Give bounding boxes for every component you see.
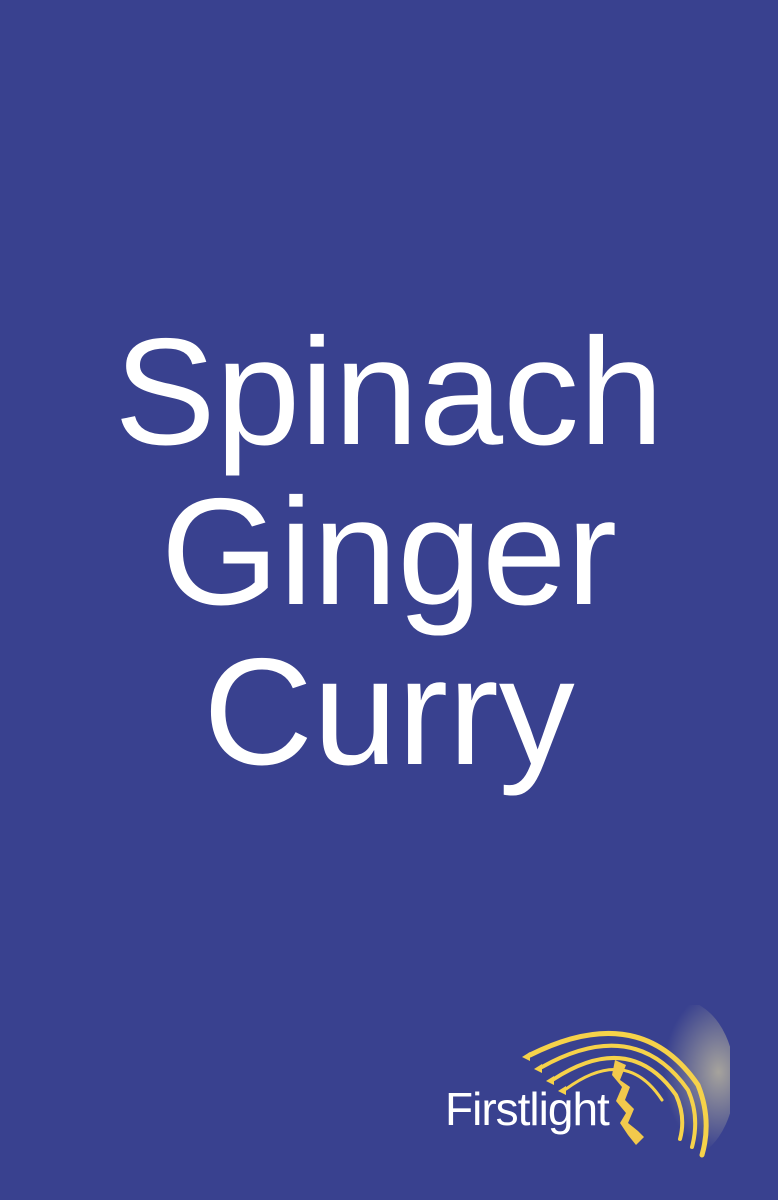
firstlight-logo: Firstlight xyxy=(430,1005,730,1165)
title-line-3: Curry xyxy=(203,627,575,797)
comet-swoosh-icon xyxy=(522,1005,730,1160)
title-line-1: Spinach xyxy=(114,307,664,477)
recipe-title: Spinach Ginger Curry xyxy=(0,312,778,792)
title-line-2: Ginger xyxy=(160,467,618,637)
brand-name: Firstlight xyxy=(445,1083,610,1135)
